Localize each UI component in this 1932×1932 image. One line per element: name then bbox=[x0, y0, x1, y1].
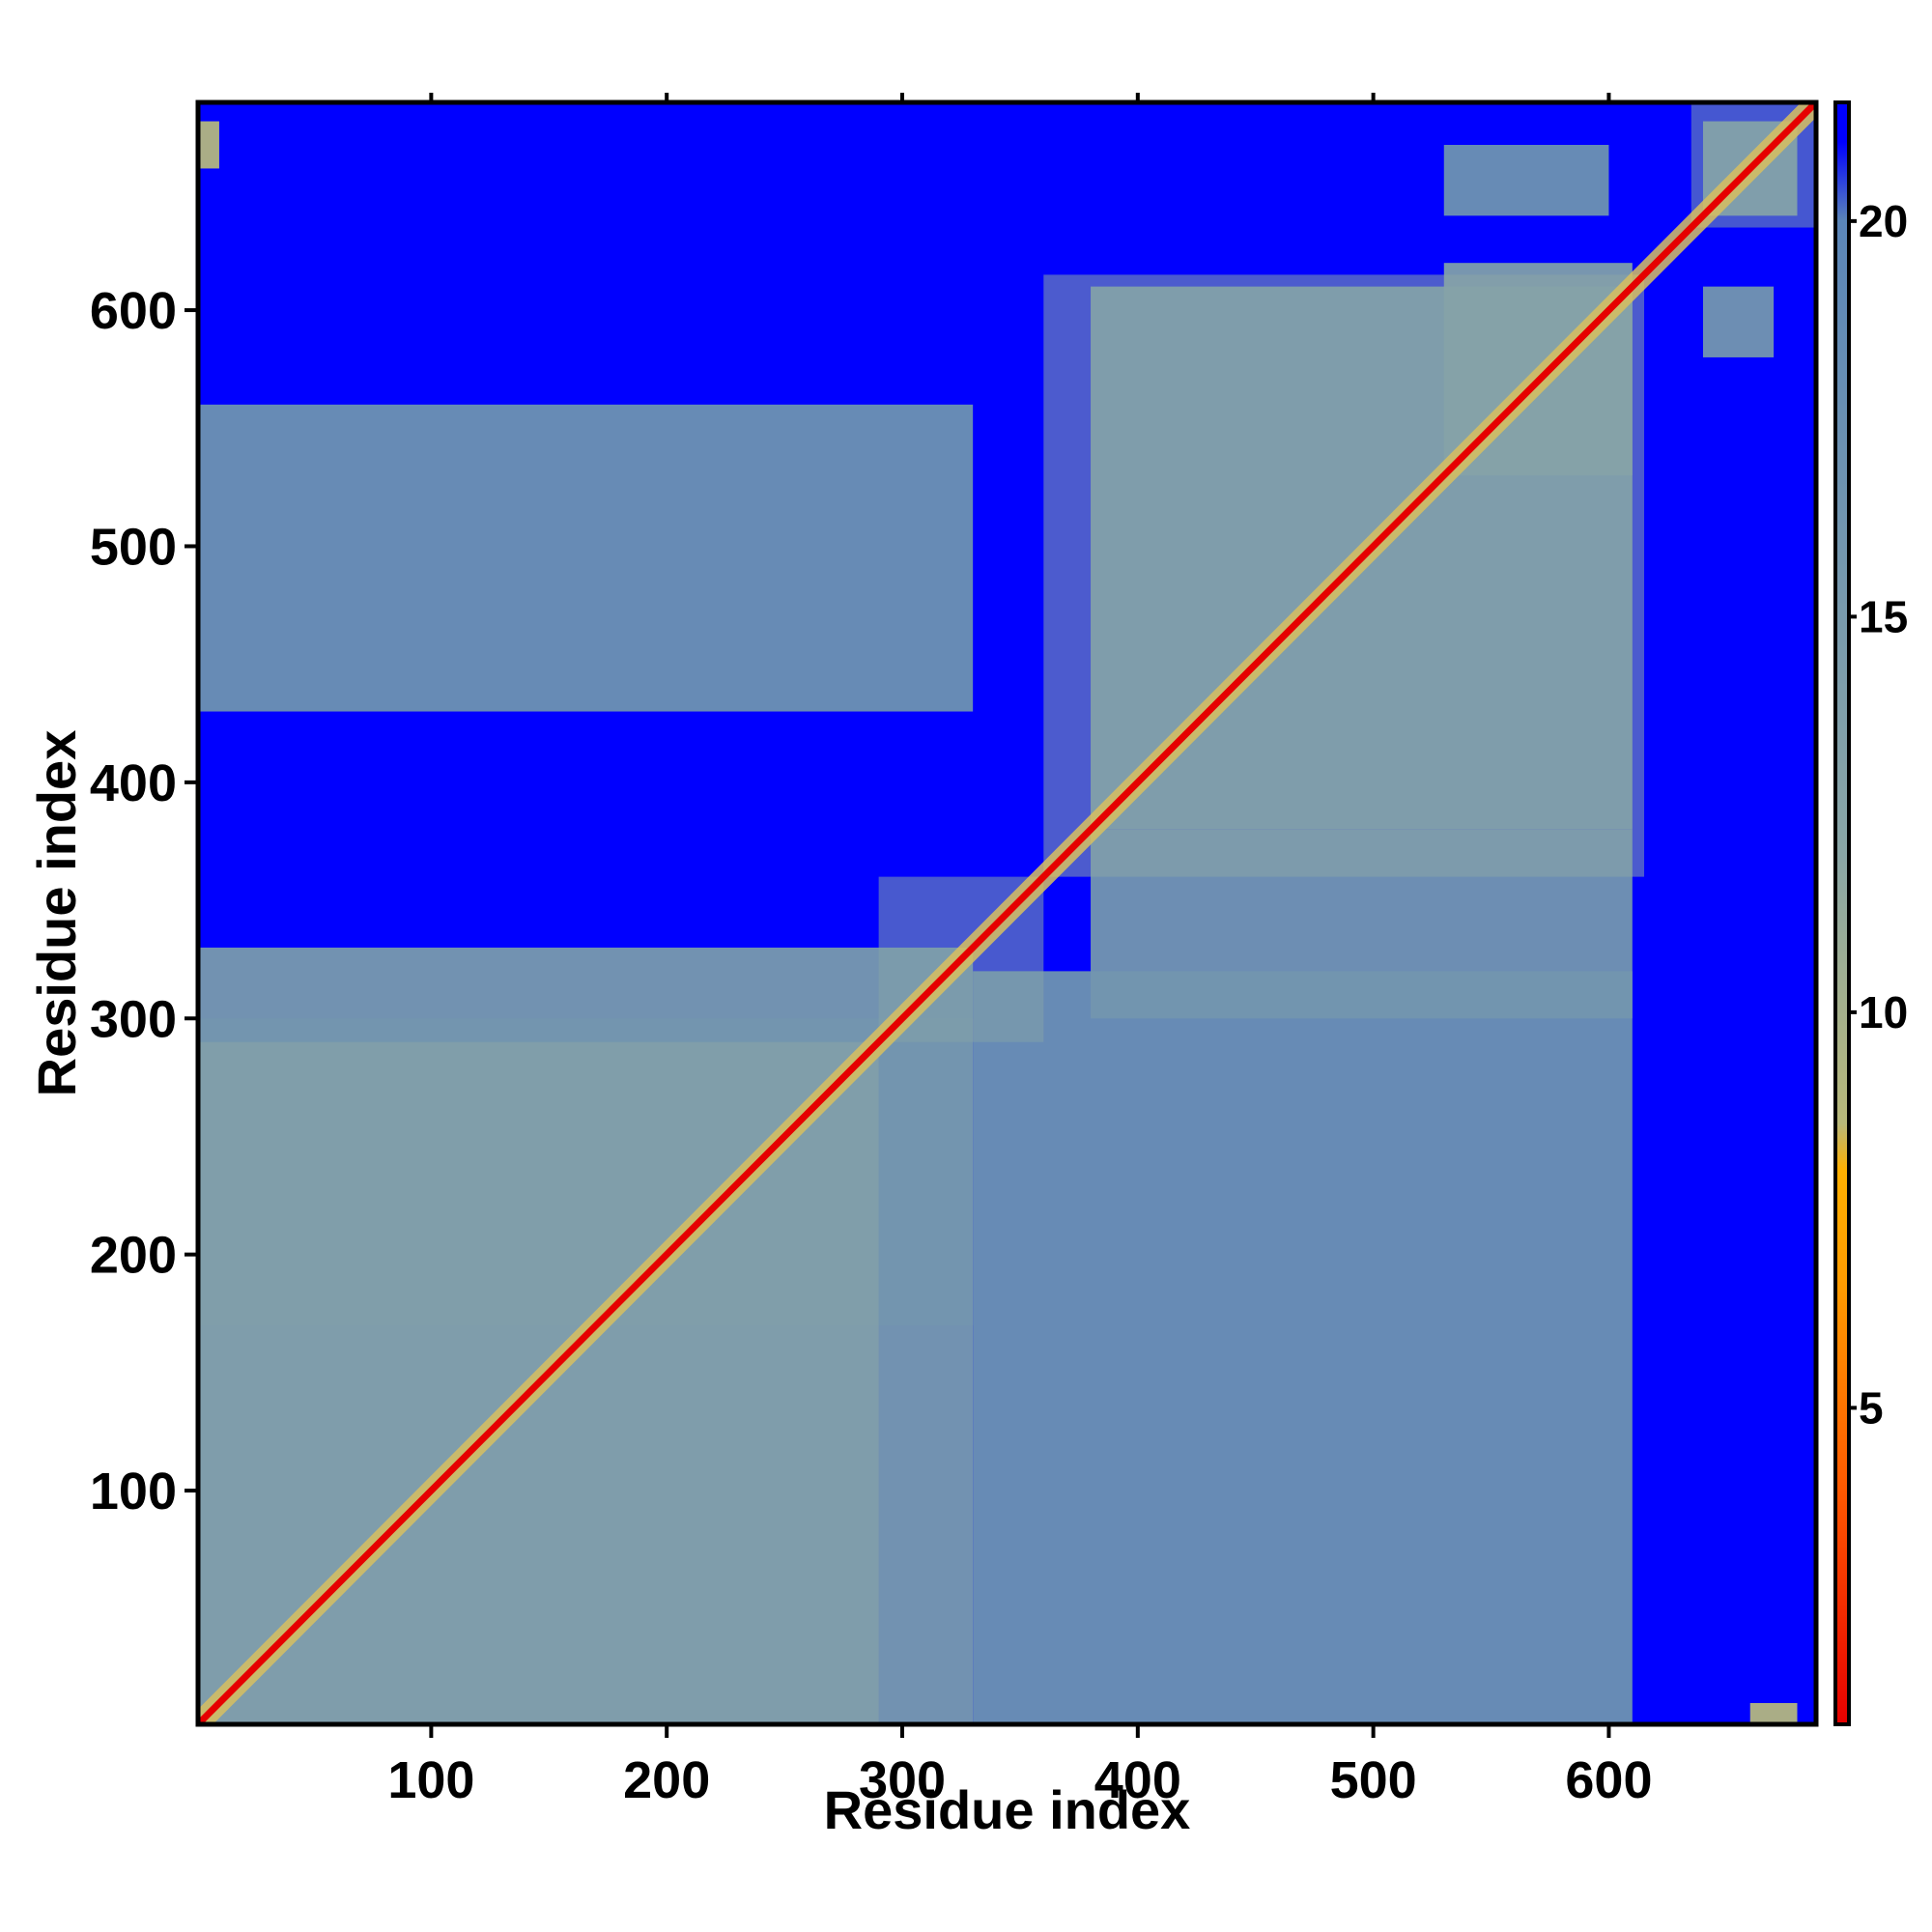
y-tick-label: 200 bbox=[90, 1227, 177, 1285]
y-axis: 100 200 300 400 500 600 bbox=[90, 282, 198, 1520]
y-tick-label: 100 bbox=[90, 1463, 177, 1520]
contact-block bbox=[1702, 286, 1775, 357]
colorbar-ticks: 5 10 15 20 bbox=[1849, 196, 1908, 1433]
y-tick-label: 500 bbox=[90, 518, 177, 576]
x-tick-label: 400 bbox=[1094, 1751, 1181, 1809]
x-tick-label: 100 bbox=[387, 1751, 474, 1809]
colorbar-tick-label: 5 bbox=[1859, 1382, 1884, 1433]
colorbar-tick-label: 15 bbox=[1859, 591, 1908, 641]
x-axis: 100 200 300 400 500 600 bbox=[387, 93, 1652, 1809]
y-tick-label: 400 bbox=[90, 754, 177, 812]
y-tick-label: 300 bbox=[90, 990, 177, 1048]
contact-block bbox=[198, 404, 974, 712]
heatmap bbox=[198, 102, 1816, 1724]
colorbar-gradient bbox=[1833, 100, 1851, 1726]
y-tick-label: 600 bbox=[90, 282, 177, 340]
y-axis-label: Residue index bbox=[26, 730, 87, 1097]
contact-block bbox=[1749, 1703, 1798, 1724]
x-tick-label: 600 bbox=[1565, 1751, 1652, 1809]
contact-block bbox=[973, 971, 1633, 1724]
x-tick-label: 200 bbox=[623, 1751, 710, 1809]
colorbar-tick-label: 20 bbox=[1859, 196, 1908, 246]
contact-block bbox=[1443, 144, 1609, 216]
plot-frame bbox=[195, 99, 1819, 1727]
x-tick-label: 300 bbox=[859, 1751, 946, 1809]
heatmap-cells bbox=[198, 102, 1816, 1724]
colorbar-tick-label: 10 bbox=[1859, 987, 1908, 1037]
x-axis-label: Residue index bbox=[824, 1779, 1191, 1840]
x-tick-label: 500 bbox=[1330, 1751, 1417, 1809]
diagonal-line bbox=[198, 102, 1816, 1724]
colorbar: 5 10 15 20 bbox=[1833, 100, 1908, 1726]
contact-block bbox=[198, 121, 219, 169]
